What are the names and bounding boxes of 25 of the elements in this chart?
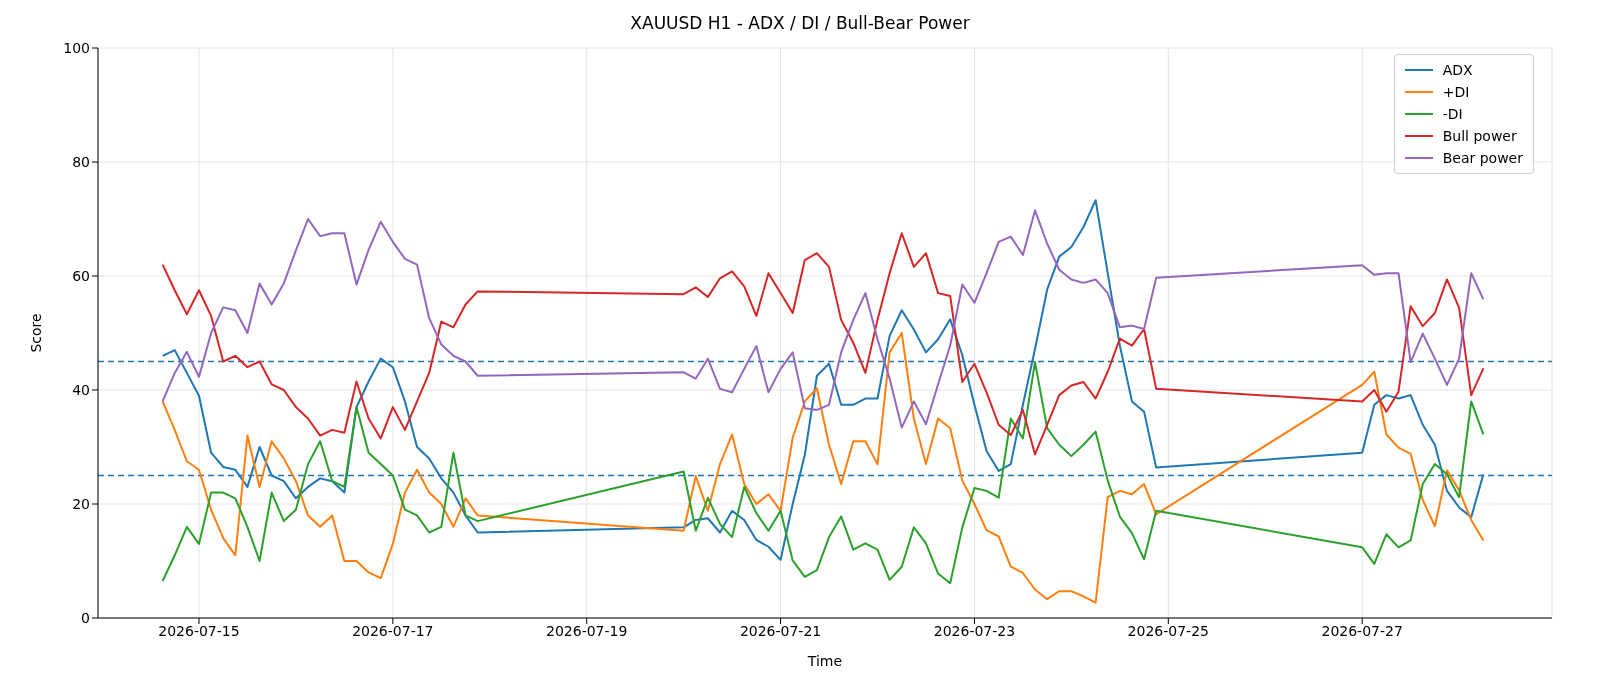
y-tick-label: 0	[81, 609, 90, 626]
x-tick-label: 2026-07-27	[1321, 622, 1403, 639]
legend-label: Bull power	[1442, 127, 1517, 146]
line-series	[161, 361, 1485, 585]
y-axis-title: Score	[27, 313, 44, 353]
y-tick-label: 20	[72, 495, 90, 512]
x-axis-title: Time	[806, 653, 843, 669]
y-tick-label: 60	[72, 267, 90, 284]
y-tick-label: 40	[72, 381, 90, 398]
legend-label: ADX	[1442, 61, 1473, 80]
x-tick-label: 2026-07-25	[1127, 622, 1209, 639]
x-tick-label: 2026-07-23	[933, 622, 1016, 639]
legend-label: -DI	[1442, 105, 1463, 124]
line-series	[161, 332, 1485, 604]
legend-label: +DI	[1442, 83, 1470, 102]
chart-title: XAUUSD H1 - ADX / DI / Bull-Bear Power	[629, 12, 971, 35]
y-tick-label: 100	[63, 39, 90, 56]
line-series	[161, 209, 1485, 429]
legend-label: Bear power	[1442, 149, 1523, 168]
line-series	[161, 232, 1485, 456]
x-tick-label: 2026-07-19	[546, 622, 628, 639]
x-tick-label: 2026-07-17	[352, 622, 434, 639]
y-tick-label: 80	[72, 153, 90, 170]
x-tick-label: 2026-07-15	[158, 622, 240, 639]
x-tick-label: 2026-07-21	[739, 622, 822, 639]
